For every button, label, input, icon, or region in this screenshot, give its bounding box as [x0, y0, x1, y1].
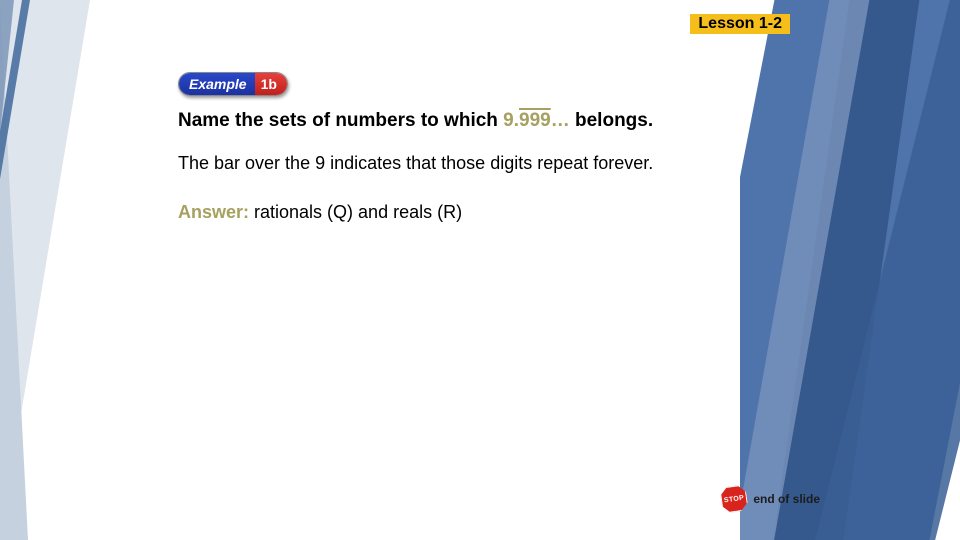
question-number-ellipsis: …: [551, 110, 570, 131]
content-area: Name the sets of numbers to which 9.999……: [178, 108, 738, 223]
stop-icon: STOP: [720, 484, 749, 513]
question-number-int: 9.: [503, 110, 519, 131]
right-decor-panel: [740, 0, 960, 540]
example-badge-number: 1b: [255, 73, 287, 95]
question-suffix: belongs.: [570, 110, 653, 131]
example-badge-label: Example: [179, 73, 255, 95]
lesson-badge: Lesson 1-2: [690, 14, 790, 34]
slide: Lesson 1-2 Example 1b Name the sets of n…: [0, 0, 960, 540]
question-text: Name the sets of numbers to which 9.999……: [178, 108, 738, 135]
question-number-repeating: 999: [519, 110, 551, 131]
answer-label: Answer:: [178, 202, 249, 222]
stop-icon-label: STOP: [724, 494, 745, 504]
slide-end-marker: STOP end of slide: [721, 486, 820, 512]
question-number: 9.999…: [503, 108, 570, 135]
answer-text: rationals (Q) and reals (R): [249, 202, 462, 222]
question-prefix: Name the sets of numbers to which: [178, 110, 503, 131]
end-of-slide-text: end of slide: [753, 492, 820, 506]
answer-line: Answer: rationals (Q) and reals (R): [178, 202, 738, 223]
example-badge: Example 1b: [178, 72, 288, 96]
explanation-text: The bar over the 9 indicates that those …: [178, 153, 738, 174]
